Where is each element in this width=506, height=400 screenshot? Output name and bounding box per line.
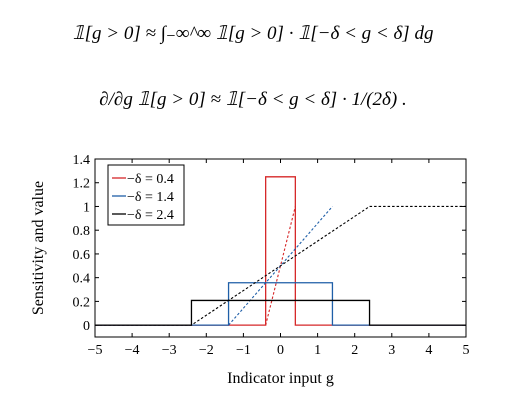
x-tick-label: −5 xyxy=(88,343,103,358)
y-tick-label: 0.8 xyxy=(73,224,91,239)
y-tick-label: 0 xyxy=(83,319,90,334)
value-line-series-1 xyxy=(265,206,296,326)
sensitivity-line-series-3 xyxy=(95,299,466,326)
x-tick-label: 0 xyxy=(277,343,284,358)
legend-box xyxy=(107,164,185,226)
x-tick-label: 5 xyxy=(463,343,470,358)
chart-marks xyxy=(95,176,466,326)
x-tick-label: −4 xyxy=(125,343,140,358)
legend-entry: −δ = 2.4 xyxy=(127,208,174,223)
x-tick-label: 1 xyxy=(314,343,321,358)
y-tick-label: 1.2 xyxy=(73,177,91,192)
y-tick-label: 0.2 xyxy=(73,295,91,310)
equation-derivative: ∂/∂g 𝟙[g > 0] ≈ 𝟙[−δ < g < δ] · 1/(2δ) . xyxy=(99,89,407,110)
axis-ticks: −5 −4 −3 −2 −1 0 1 2 3 4 5 0 0.2 0.4 0.6 0.8 1 1.2 1.4 xyxy=(73,153,470,358)
y-tick-label: 1 xyxy=(83,200,90,215)
x-tick-label: −3 xyxy=(162,343,177,358)
y-axis-label: Sensitivity and value xyxy=(30,181,47,315)
x-tick-label: 4 xyxy=(425,343,432,358)
y-tick-label: 1.4 xyxy=(73,153,91,168)
y-tick-label: 0.6 xyxy=(73,248,91,263)
legend-entry: −δ = 1.4 xyxy=(127,190,174,205)
x-axis-label: Indicator input g xyxy=(227,370,334,387)
x-tick-label: −1 xyxy=(236,343,251,358)
y-tick-label: 0.4 xyxy=(73,272,91,287)
sensitivity-line-series-2 xyxy=(95,282,466,326)
x-tick-label: −2 xyxy=(199,343,214,358)
equation-approximation: 𝟙[g > 0] ≈ ∫₋∞^∞ 𝟙[g > 0] · 𝟙[−δ < g < δ… xyxy=(72,23,434,44)
value-line-series-3 xyxy=(95,205,466,326)
x-tick-label: 2 xyxy=(351,343,358,358)
legend: −δ = 0.4 −δ = 1.4 −δ = 2.4 xyxy=(107,164,185,226)
sensitivity-line-series-1 xyxy=(95,176,466,326)
legend-entry: −δ = 0.4 xyxy=(127,172,174,187)
x-tick-label: 3 xyxy=(388,343,395,358)
